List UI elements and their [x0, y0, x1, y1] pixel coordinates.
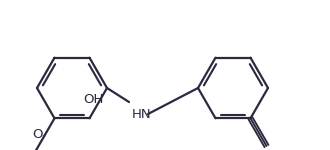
Text: O: O [32, 128, 43, 141]
Text: OH: OH [83, 93, 104, 106]
Text: HN: HN [132, 108, 151, 120]
